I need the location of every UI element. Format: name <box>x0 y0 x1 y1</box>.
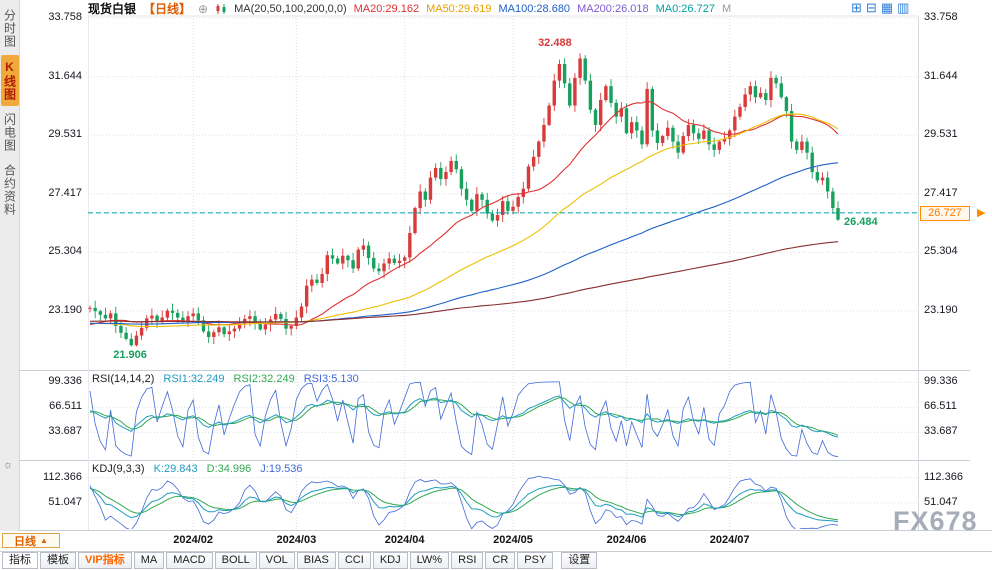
toolbar-tab[interactable]: 模板 <box>40 552 76 569</box>
rsi2-value: RSI2:32.249 <box>233 373 295 385</box>
toolbar-tab[interactable]: PSY <box>517 552 554 569</box>
chart-header: 现货白银 【日线】 ⊕ MA(20,50,100,200,0,0) MA20:29… <box>88 1 732 17</box>
ma100-value: MA100:28.680 <box>498 2 571 15</box>
current-price-tag: 26.727 <box>920 205 970 221</box>
y-axis-label: 33.758 <box>48 11 82 24</box>
y-axis-label: 23.190 <box>924 303 958 316</box>
sidebar-item-plain[interactable]: 合约资料 <box>2 164 17 216</box>
toolbar-tab[interactable]: CR <box>485 552 516 569</box>
indicator-toolbar: 指标 模板 VIP指标 MA MACD BOLL VOL BIAS CCI KDJ LW% RSI CR… <box>2 552 598 569</box>
rsi-title[interactable]: RSI(14,14,2) <box>92 373 155 385</box>
y-axis-label: 25.304 <box>48 245 82 258</box>
kdj-lines-layer <box>89 475 839 529</box>
ma50-value: MA50:29.619 <box>426 2 492 15</box>
y-axis-label: 31.644 <box>924 69 958 82</box>
sidebar-item-plain[interactable]: 闪电图 <box>2 113 17 152</box>
indicator-settings-icon[interactable]: ☼ <box>3 459 14 471</box>
toolbar-tab[interactable]: MA <box>133 552 165 569</box>
kdj-header: KDJ(9,3,3) K:29.843 D:34.996 J:19.536 <box>92 463 302 475</box>
symbol-name: 现货白银 <box>88 2 137 16</box>
toolbar-tab[interactable]: KDJ <box>372 552 408 569</box>
left-sidebar: 分时图 K线图闪电图合约资料 <box>0 0 20 531</box>
toolbar-tab[interactable]: MACD <box>166 552 213 569</box>
kdj-d-value: D:34.996 <box>206 463 252 475</box>
ma-lines-layer <box>89 100 839 328</box>
high-price-label: 32.488 <box>538 37 572 50</box>
y-axis-label: 23.190 <box>48 303 82 316</box>
kdj-axis-label: 51.047 <box>924 495 958 508</box>
x-axis-label: 2024/03 <box>276 534 317 546</box>
y-axis-label: 27.417 <box>48 186 82 199</box>
rsi-axis-label: 33.687 <box>924 425 958 438</box>
toolbar-tab[interactable]: VIP指标 <box>78 552 132 569</box>
y-axis-label: 27.417 <box>924 186 958 199</box>
x-axis-label: 2024/06 <box>606 534 647 546</box>
kdj-axis-label: 112.366 <box>43 470 82 483</box>
y-axis-label: 25.304 <box>924 245 958 258</box>
layout-icon-group: ⊞ ⊟ ▦ ▥ <box>851 0 909 15</box>
circle-plus-icon[interactable]: ⊕ <box>198 1 209 16</box>
toolbar-tab[interactable]: BOLL <box>214 552 257 569</box>
kdj-j-value: J:19.536 <box>260 463 303 475</box>
ma-truncated-value: M <box>721 2 732 15</box>
y-axis-label: 29.531 <box>924 128 958 141</box>
rsi-lines-layer <box>89 381 839 458</box>
sidebar-item-active[interactable]: K线图 <box>0 55 19 106</box>
rsi-axis-label: 99.336 <box>924 375 958 388</box>
candles-layer <box>88 53 840 347</box>
panel-split-icon[interactable]: ⊟ <box>865 0 877 15</box>
toolbar-tab[interactable]: LW% <box>409 552 450 569</box>
period-selector-label: 日线 <box>14 535 37 548</box>
rsi3-value: RSI3:5.130 <box>303 373 359 385</box>
sidebar-item-plain[interactable]: 分时图 <box>2 9 17 48</box>
low-price-label: 21.906 <box>113 349 147 362</box>
y-axis-label: 33.758 <box>924 11 958 24</box>
x-axis-label: 2024/07 <box>709 534 750 546</box>
kdj-axis-label: 51.047 <box>48 495 82 508</box>
period-selector[interactable]: 日线 ▲ <box>2 533 60 548</box>
rsi1-value: RSI1:32.249 <box>163 373 225 385</box>
kdj-axis-label: 112.366 <box>924 470 963 483</box>
ma200-value: MA200:26.018 <box>577 2 649 15</box>
rsi-axis-label: 66.511 <box>924 400 957 413</box>
toolbar-tab[interactable]: VOL <box>258 552 295 569</box>
rsi-header: RSI(14,14,2) RSI1:32.249 RSI2:32.249 RSI… <box>92 373 359 385</box>
ma-settings-label[interactable]: MA(20,50,100,200,0,0) <box>234 2 347 15</box>
watermark: FX678 <box>893 506 978 536</box>
rsi-axis-label: 66.511 <box>49 400 82 413</box>
grid-2x2-icon[interactable]: ⊞ <box>851 0 862 15</box>
ma0-value: MA0:26.727 <box>655 2 715 15</box>
period-tag[interactable]: 【日线】 <box>143 2 192 16</box>
candle-style-icon <box>215 3 227 15</box>
ma20-value: MA20:29.162 <box>353 2 420 15</box>
rsi-axis-label: 99.336 <box>48 375 82 388</box>
jump-to-latest-icon[interactable]: ▶ <box>977 206 986 219</box>
y-axis-label: 29.531 <box>48 128 82 141</box>
toolbar-tab[interactable]: CCI <box>337 552 371 569</box>
rsi-axis-label: 33.687 <box>48 425 82 438</box>
y-axis-label: 31.644 <box>48 69 82 82</box>
toolbar-tab[interactable]: RSI <box>451 552 484 569</box>
chevron-up-icon: ▲ <box>40 536 48 545</box>
toolbar-tab[interactable]: 设置 <box>561 552 598 569</box>
panel-grid-icon[interactable]: ▦ <box>880 0 894 15</box>
kdj-k-value: K:29.843 <box>153 463 198 475</box>
toolbar-tab[interactable]: BIAS <box>296 552 336 569</box>
kdj-title[interactable]: KDJ(9,3,3) <box>92 463 145 475</box>
last-price-label: 26.484 <box>844 215 878 228</box>
toolbar-tab[interactable]: 指标 <box>2 552 38 569</box>
x-axis-label: 2024/05 <box>493 534 533 546</box>
x-axis-label: 2024/02 <box>173 534 214 546</box>
panel-right-icon[interactable]: ▥ <box>897 0 910 15</box>
x-axis-label: 2024/04 <box>384 534 425 546</box>
